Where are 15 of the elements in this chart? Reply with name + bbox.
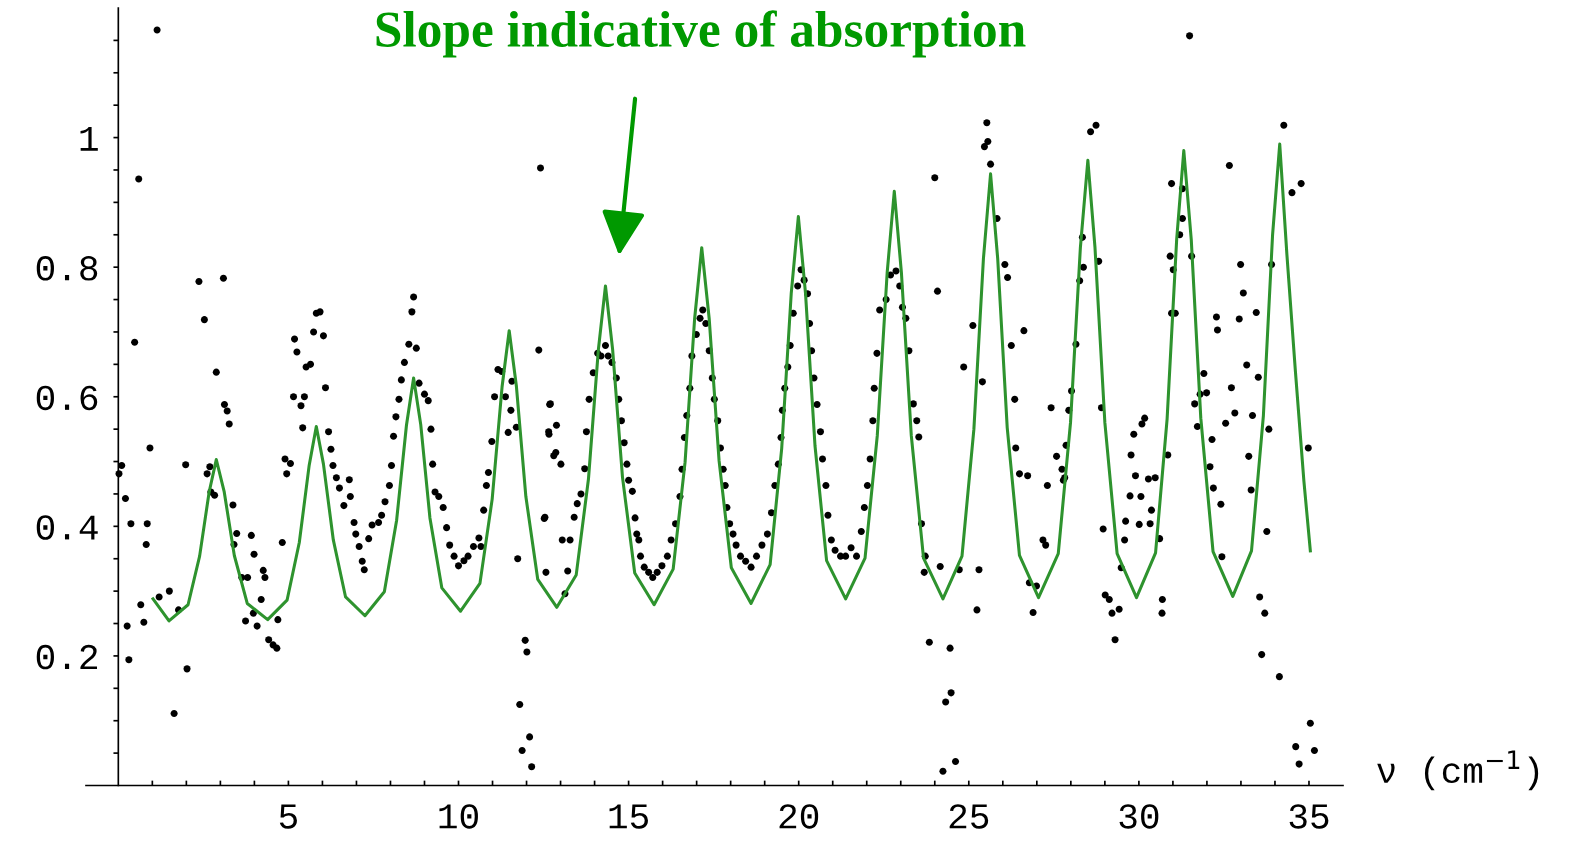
y-tick-label: 0.4 xyxy=(36,515,98,540)
x-axis-title: ν (cm$^{−1}$) xyxy=(1377,750,1539,791)
line-series xyxy=(151,142,1312,623)
x-tick-label: 5 xyxy=(279,804,297,829)
y-tick-label: 1 xyxy=(80,126,98,151)
x-tick-label: 20 xyxy=(779,804,819,829)
x-tick-label: 25 xyxy=(949,804,989,829)
y-tick-label: 0.2 xyxy=(36,644,98,670)
x-tick-label: 35 xyxy=(1289,804,1329,829)
x-tick-label: 15 xyxy=(609,804,648,829)
y-tick-label: 0.8 xyxy=(36,256,98,281)
y-tick-label: 0.6 xyxy=(36,385,98,411)
x-tick-label: 30 xyxy=(1119,804,1159,829)
annotation: Slope indicative of absorption xyxy=(376,10,1026,58)
x-tick-label: 10 xyxy=(439,804,478,829)
